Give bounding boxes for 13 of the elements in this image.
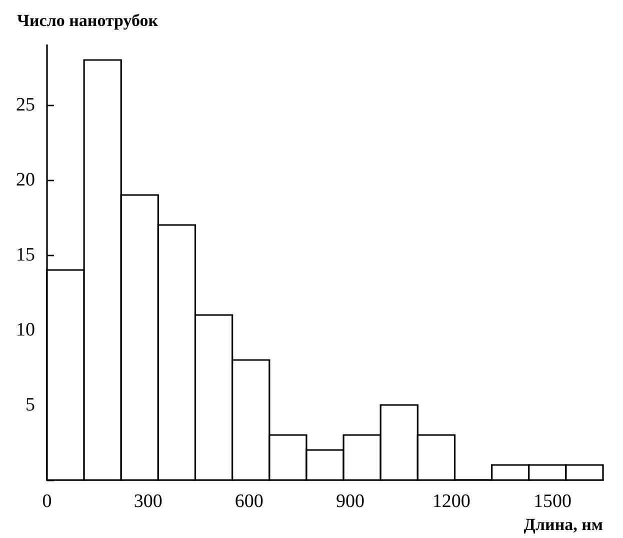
x-tick-label: 900 xyxy=(336,491,365,512)
y-axis-title: Число нанотрубок xyxy=(17,11,158,30)
y-tick-label: 15 xyxy=(16,244,35,266)
x-tick-label: 1500 xyxy=(533,491,572,512)
x-axis-title: Длина, нм xyxy=(524,515,604,534)
x-tick-label: 0 xyxy=(42,491,52,512)
x-tick-label: 600 xyxy=(234,491,264,512)
x-tick-label: 300 xyxy=(134,491,162,512)
y-tick-label: 20 xyxy=(16,170,35,190)
x-tick-label: 1200 xyxy=(432,491,470,512)
y-tick-label: 10 xyxy=(16,320,35,340)
y-tick-label: 25 xyxy=(16,94,35,116)
y-tick-label: 5 xyxy=(26,394,35,416)
